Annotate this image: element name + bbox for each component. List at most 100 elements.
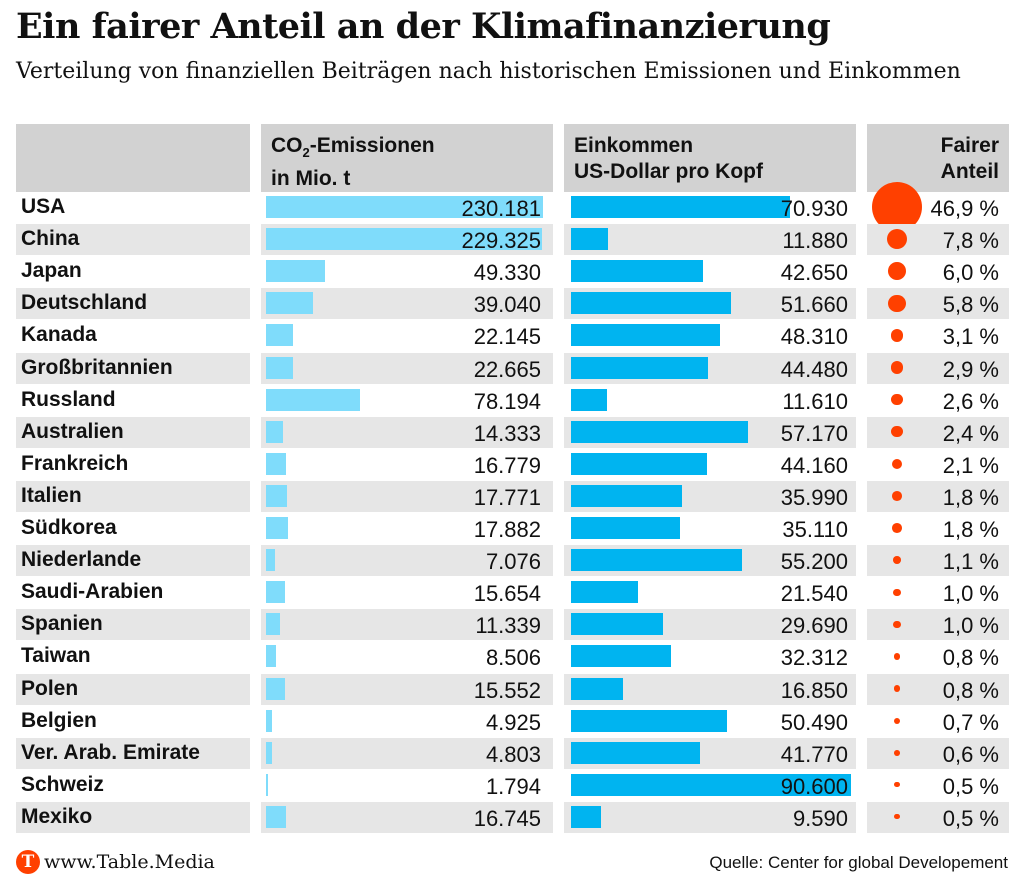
country-name: Schweiz xyxy=(21,772,104,796)
income-bar xyxy=(571,452,708,475)
emissions-cell: 16.745 xyxy=(261,801,553,833)
share-cell: 0,7 % xyxy=(867,706,1009,737)
income-value: 41.770 xyxy=(780,741,848,767)
emissions-bar xyxy=(266,452,287,475)
share-value: 2,4 % xyxy=(942,420,999,446)
emissions-cell: 78.194 xyxy=(261,385,553,416)
table-row: Taiwan 8.506 32.312 0,8 % xyxy=(16,641,1009,673)
share-value: 7,8 % xyxy=(942,228,999,254)
emissions-cell: 7.076 xyxy=(261,545,553,577)
share-cell: 46,9 % xyxy=(867,182,1009,232)
country-cell: Italien xyxy=(16,480,250,512)
share-cell: 0,8 % xyxy=(867,641,1009,672)
emissions-value: 14.333 xyxy=(473,420,541,446)
share-value: 0,8 % xyxy=(942,645,999,671)
emissions-cell: 14.333 xyxy=(261,416,553,448)
country-name: Großbritannien xyxy=(21,355,173,379)
share-dot xyxy=(888,294,906,313)
income-bar xyxy=(571,420,748,443)
share-dot xyxy=(892,523,902,533)
table-row: Mexiko 16.745 9.590 0,5 % xyxy=(16,801,1009,834)
country-cell: Schweiz xyxy=(16,770,250,801)
share-value: 2,6 % xyxy=(942,388,999,414)
country-cell: Australien xyxy=(16,416,250,448)
share-value: 1,1 % xyxy=(942,549,999,575)
emissions-bar xyxy=(266,773,269,796)
income-cell: 44.480 xyxy=(564,352,856,384)
share-dot xyxy=(891,393,903,406)
share-dot xyxy=(894,814,900,820)
table-row: Australien 14.333 57.170 2,4 % xyxy=(16,416,1009,449)
emissions-cell: 39.040 xyxy=(261,288,553,320)
income-cell: 29.690 xyxy=(564,609,856,641)
country-name: Frankreich xyxy=(21,451,129,475)
emissions-cell: 49.330 xyxy=(261,256,553,287)
emissions-cell: 4.925 xyxy=(261,706,553,737)
income-value: 50.490 xyxy=(780,709,848,735)
emissions-cell: 230.181 xyxy=(261,192,553,223)
table-row: Südkorea 17.882 35.110 1,8 % xyxy=(16,513,1009,545)
emissions-bar xyxy=(266,645,277,668)
country-cell: Südkorea xyxy=(16,513,250,544)
income-bar xyxy=(571,484,683,507)
emissions-value: 22.665 xyxy=(473,356,541,382)
share-value: 6,0 % xyxy=(942,260,999,286)
country-cell: Taiwan xyxy=(16,641,250,672)
income-bar xyxy=(571,517,680,539)
country-name: Ver. Arab. Emirate xyxy=(21,740,200,764)
emissions-cell: 16.779 xyxy=(261,449,553,480)
country-cell: Niederlande xyxy=(16,545,250,577)
share-cell: 1,0 % xyxy=(867,609,1009,641)
share-dot xyxy=(890,328,904,342)
emissions-bar xyxy=(266,196,543,218)
income-bar xyxy=(571,773,851,796)
income-value: 9.590 xyxy=(792,805,848,831)
country-name: Deutschland xyxy=(21,291,148,315)
emissions-bar xyxy=(266,228,542,251)
income-bar xyxy=(571,388,607,411)
income-value: 21.540 xyxy=(780,581,848,607)
emissions-value: 11.339 xyxy=(475,613,541,639)
emissions-bar xyxy=(266,709,272,732)
country-cell: China xyxy=(16,224,250,256)
income-cell: 41.770 xyxy=(564,737,856,769)
income-cell: 35.110 xyxy=(564,513,856,544)
table-row: Großbritannien 22.665 44.480 2,9 % xyxy=(16,352,1009,385)
header-country xyxy=(16,124,250,192)
income-cell: 44.160 xyxy=(564,449,856,480)
income-cell: 9.590 xyxy=(564,801,856,833)
header-share-line1: Fairer xyxy=(940,134,999,157)
emissions-cell: 4.803 xyxy=(261,737,553,769)
header-emissions-co: CO xyxy=(271,134,303,157)
table-row: Japan 49.330 42.650 6,0 % xyxy=(16,256,1009,288)
income-bar xyxy=(571,260,703,283)
income-value: 32.312 xyxy=(780,645,848,671)
emissions-cell: 1.794 xyxy=(261,770,553,801)
income-cell: 55.200 xyxy=(564,545,856,577)
share-cell: 1,0 % xyxy=(867,577,1009,608)
income-bar xyxy=(571,324,721,347)
header-emissions-suffix: -Emissionen xyxy=(309,134,435,157)
country-cell: Großbritannien xyxy=(16,352,250,384)
emissions-bar xyxy=(266,292,313,315)
emissions-cell: 15.552 xyxy=(261,673,553,705)
income-cell: 21.540 xyxy=(564,577,856,608)
table-row: Niederlande 7.076 55.200 1,1 % xyxy=(16,545,1009,577)
country-name: Mexiko xyxy=(21,804,93,828)
share-cell: 0,5 % xyxy=(867,801,1009,833)
income-cell: 16.850 xyxy=(564,673,856,705)
share-value: 2,9 % xyxy=(942,356,999,382)
emissions-bar xyxy=(266,388,361,411)
income-value: 11.610 xyxy=(782,388,848,414)
income-cell: 57.170 xyxy=(564,416,856,448)
table-row: Deutschland 39.040 51.660 5,8 % xyxy=(16,288,1009,320)
share-value: 0,7 % xyxy=(942,709,999,735)
income-bar xyxy=(571,581,638,604)
share-cell: 3,1 % xyxy=(867,320,1009,351)
income-value: 48.310 xyxy=(780,324,848,350)
income-value: 90.600 xyxy=(780,773,848,799)
footer-url: www.Table.Media xyxy=(44,851,215,873)
share-cell: 1,1 % xyxy=(867,545,1009,577)
share-value: 0,5 % xyxy=(942,773,999,799)
country-name: Belgien xyxy=(21,708,97,732)
